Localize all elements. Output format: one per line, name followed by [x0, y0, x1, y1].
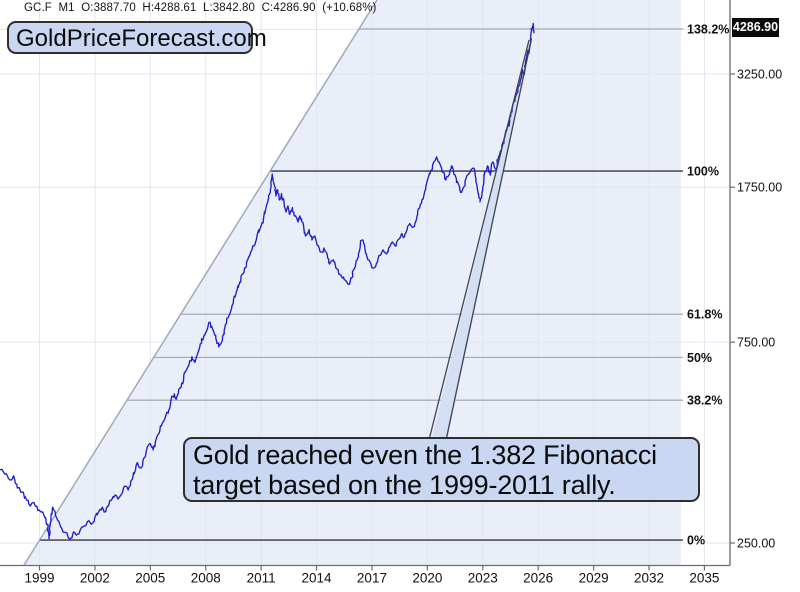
year-tick-label: 2020 — [412, 571, 442, 586]
year-tick-label: 2032 — [634, 571, 664, 586]
year-tick-label: 2026 — [523, 571, 553, 586]
axis-lines — [0, 0, 731, 567]
fib-level-label: 100% — [687, 165, 719, 179]
price-tick-label: 1750.00 — [737, 181, 782, 195]
year-tick-label: 2014 — [302, 571, 333, 586]
year-tick-label: 2017 — [357, 571, 387, 586]
price-tick-label: 250.00 — [737, 537, 775, 551]
annotation-callout-box: Gold reached even the 1.382 Fibonacci ta… — [183, 437, 700, 502]
trend-zone-shade — [24, 0, 681, 566]
price-tick-label: 750.00 — [737, 336, 775, 350]
year-tick-label: 2008 — [191, 571, 221, 586]
fib-level-label: 50% — [687, 351, 712, 365]
last-price-tag: 4286.90 — [732, 18, 779, 37]
price-tick-label: 3250.00 — [737, 68, 782, 82]
year-tick-label: 1999 — [24, 571, 54, 586]
callout-tail-right-line — [445, 38, 533, 439]
fib-level-label: 138.2% — [687, 22, 729, 36]
annotation-line-1: Gold reached even the 1.382 Fibonacci — [193, 440, 657, 470]
callout-tail-fill — [430, 39, 532, 446]
brand-watermark-box: GoldPriceForecast.com — [7, 21, 267, 54]
fib-level-label: 0% — [687, 534, 705, 548]
year-tick-label: 2002 — [80, 571, 110, 586]
year-tick-label: 2023 — [468, 571, 498, 586]
fib-level-label: 61.8% — [687, 308, 722, 322]
callout-tail-left-line — [428, 39, 530, 439]
annotation-line-2: target based on the 1999-2011 rally. — [193, 470, 616, 500]
brand-watermark-label: GoldPriceForecast.com — [16, 25, 267, 52]
year-tick-label: 2035 — [689, 571, 719, 586]
ohlc-ticker: GC.F M1 O:3887.70 H:4288.61 L:3842.80 C:… — [24, 2, 377, 14]
year-tick-label: 2005 — [135, 571, 165, 586]
year-tick-label: 2011 — [247, 571, 276, 586]
year-tick-label: 2029 — [579, 571, 609, 586]
gold-price-line — [0, 22, 535, 541]
fib-level-label: 38.2% — [687, 394, 722, 408]
trend-diagonal-line — [23, 0, 378, 566]
